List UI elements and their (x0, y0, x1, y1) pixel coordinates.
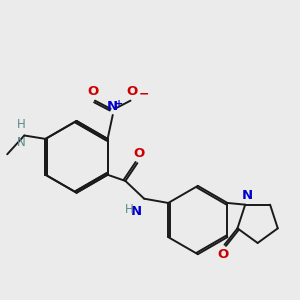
Text: O: O (127, 85, 138, 98)
Text: N: N (241, 189, 253, 202)
Text: +: + (115, 99, 123, 109)
Text: N: N (17, 136, 26, 149)
Text: O: O (133, 147, 144, 160)
Text: O: O (217, 248, 228, 261)
Text: H: H (124, 203, 133, 216)
Text: O: O (88, 85, 99, 98)
Text: N: N (131, 205, 142, 218)
Text: N: N (107, 100, 118, 112)
Text: −: − (138, 87, 149, 100)
Text: H: H (17, 118, 26, 131)
